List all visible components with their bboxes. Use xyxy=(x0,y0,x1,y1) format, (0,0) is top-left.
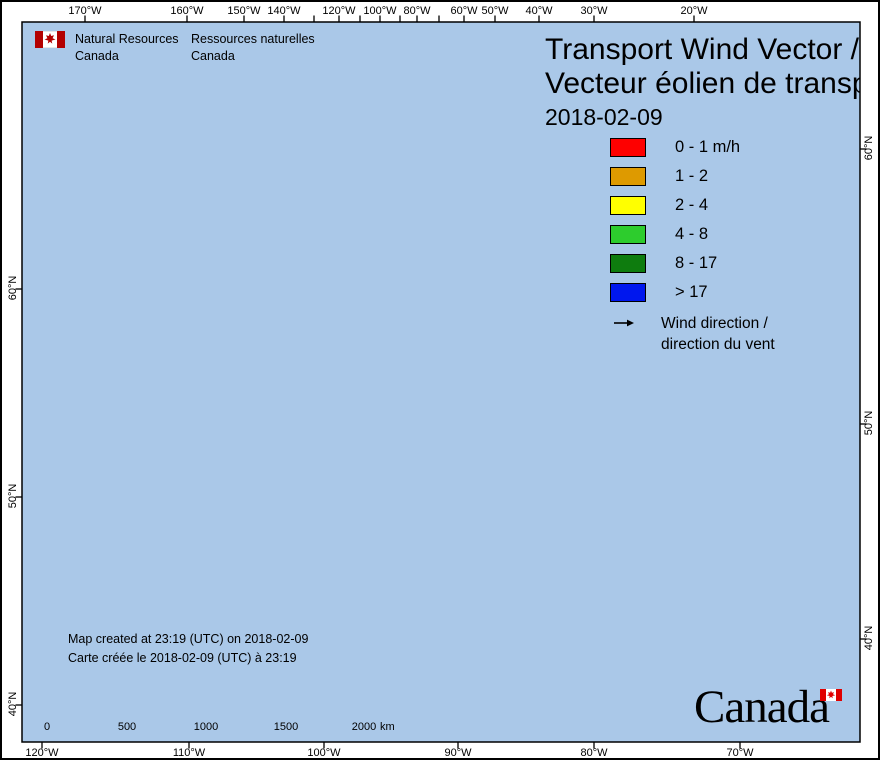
legend-swatch xyxy=(610,196,646,215)
legend-swatch xyxy=(610,254,646,273)
legend-item: 8 - 17 xyxy=(610,249,775,278)
latitude-label: 40°N xyxy=(863,625,875,651)
legend-item: 4 - 8 xyxy=(610,220,775,249)
wind-direction-label-en: Wind direction / xyxy=(661,315,768,332)
scalebar-tick-label: 0 xyxy=(43,721,51,733)
dept-name-fr-line2: Canada xyxy=(191,49,235,63)
dept-name-fr-line1: Ressources naturelles xyxy=(191,32,315,46)
longitude-label: 60°W xyxy=(450,5,478,17)
legend-item-label: > 17 xyxy=(675,283,708,301)
longitude-label: 80°W xyxy=(580,747,608,759)
legend-item-label: 0 - 1 m/h xyxy=(675,138,741,156)
legend-swatch xyxy=(610,283,646,302)
map-created-en: Map created at 23:19 (UTC) on 2018-02-09 xyxy=(68,632,309,646)
longitude-label: 100°W xyxy=(363,5,397,17)
legend-item: 0 - 1 m/h xyxy=(610,133,775,162)
longitude-label: 40°W xyxy=(525,5,553,17)
canada-wordmark: Canada xyxy=(694,681,830,733)
map-title-en: Transport Wind Vector / xyxy=(545,33,860,66)
legend-swatch xyxy=(610,167,646,186)
latitude-label: 60°N xyxy=(863,135,875,161)
nrcan-logo: Natural Resources Canada Ressources natu… xyxy=(35,31,315,65)
axis-ticks xyxy=(15,15,867,749)
longitude-label: 50°W xyxy=(481,5,509,17)
longitude-label: 170°W xyxy=(68,5,102,17)
wind-direction-label-fr: direction du vent xyxy=(661,336,775,353)
latitude-label: 50°N xyxy=(7,483,19,509)
legend-wind-direction: Wind direction / direction du vent xyxy=(610,313,775,355)
legend-swatch xyxy=(610,138,646,157)
map-frame xyxy=(21,21,861,743)
legend-item: 2 - 4 xyxy=(610,191,775,220)
latitude-label: 40°N xyxy=(7,691,19,717)
longitude-label: 80°W xyxy=(403,5,431,17)
longitude-label: 110°W xyxy=(172,747,206,759)
canada-flag-icon xyxy=(35,31,65,48)
dept-name-en-line2: Canada xyxy=(75,49,119,63)
legend: 0 - 1 m/h 1 - 2 2 - 4 4 - 8 8 - 17 > 17 Wind … xyxy=(610,133,775,355)
longitude-label: 160°W xyxy=(170,5,204,17)
latitude-label: 60°N xyxy=(7,275,19,301)
scalebar-tick-label: 2000 xyxy=(351,721,377,733)
legend-swatch xyxy=(610,225,646,244)
longitude-label: 20°W xyxy=(680,5,708,17)
scalebar-tick-label: 500 xyxy=(117,721,137,733)
scalebar-unit: km xyxy=(380,721,395,733)
longitude-label: 150°W xyxy=(227,5,261,17)
ocean xyxy=(22,22,860,742)
longitude-label: 30°W xyxy=(580,5,608,17)
legend-items: 0 - 1 m/h 1 - 2 2 - 4 4 - 8 8 - 17 > 17 xyxy=(610,133,775,307)
longitude-label: 90°W xyxy=(444,747,472,759)
legend-item: > 17 xyxy=(610,278,775,307)
legend-item-label: 4 - 8 xyxy=(675,225,709,243)
longitude-label: 140°W xyxy=(267,5,301,17)
scalebar-tick-label: 1000 xyxy=(193,721,219,733)
legend-item-label: 8 - 17 xyxy=(675,254,718,272)
longitude-label: 70°W xyxy=(726,747,754,759)
map-created-fr: Carte créée le 2018-02-09 (UTC) à 23:19 xyxy=(68,651,297,665)
legend-item-label: 2 - 4 xyxy=(675,196,709,214)
map-title-fr: Vecteur éolien de transport / xyxy=(545,67,860,100)
legend-item-label: 1 - 2 xyxy=(675,167,709,185)
longitude-label: 100°W xyxy=(307,747,341,759)
scalebar-tick-label: 1500 xyxy=(273,721,299,733)
legend-item: 1 - 2 xyxy=(610,162,775,191)
map-title-block: Transport Wind Vector / Vecteur éolien d… xyxy=(545,33,860,131)
dept-name-en-line1: Natural Resources xyxy=(75,32,179,46)
longitude-label: 120°W xyxy=(322,5,356,17)
canada-wordmark-flag-icon xyxy=(820,689,842,701)
longitude-label: 120°W xyxy=(25,747,59,759)
wind-arrow-icon xyxy=(614,319,634,327)
latitude-label: 50°N xyxy=(863,410,875,436)
map-created-note: Map created at 23:19 (UTC) on 2018-02-09… xyxy=(68,630,308,668)
map-date: 2018-02-09 xyxy=(545,104,663,130)
